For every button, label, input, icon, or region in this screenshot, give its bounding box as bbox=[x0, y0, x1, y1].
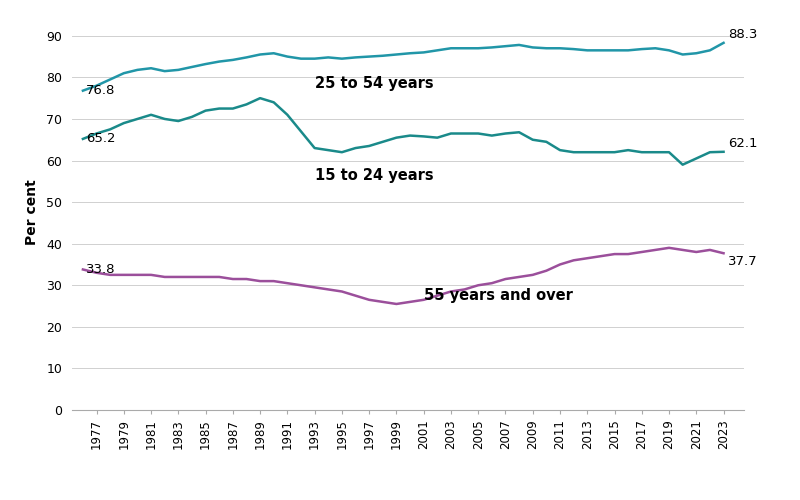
Y-axis label: Per cent: Per cent bbox=[26, 180, 39, 246]
Text: 25 to 54 years: 25 to 54 years bbox=[314, 76, 434, 91]
Text: 62.1: 62.1 bbox=[728, 136, 757, 149]
Text: 15 to 24 years: 15 to 24 years bbox=[314, 168, 434, 182]
Text: 88.3: 88.3 bbox=[728, 28, 757, 41]
Text: 55 years and over: 55 years and over bbox=[424, 288, 573, 303]
Text: 37.7: 37.7 bbox=[728, 256, 758, 268]
Text: 33.8: 33.8 bbox=[86, 263, 115, 276]
Text: 76.8: 76.8 bbox=[86, 84, 115, 97]
Text: 65.2: 65.2 bbox=[86, 132, 115, 145]
